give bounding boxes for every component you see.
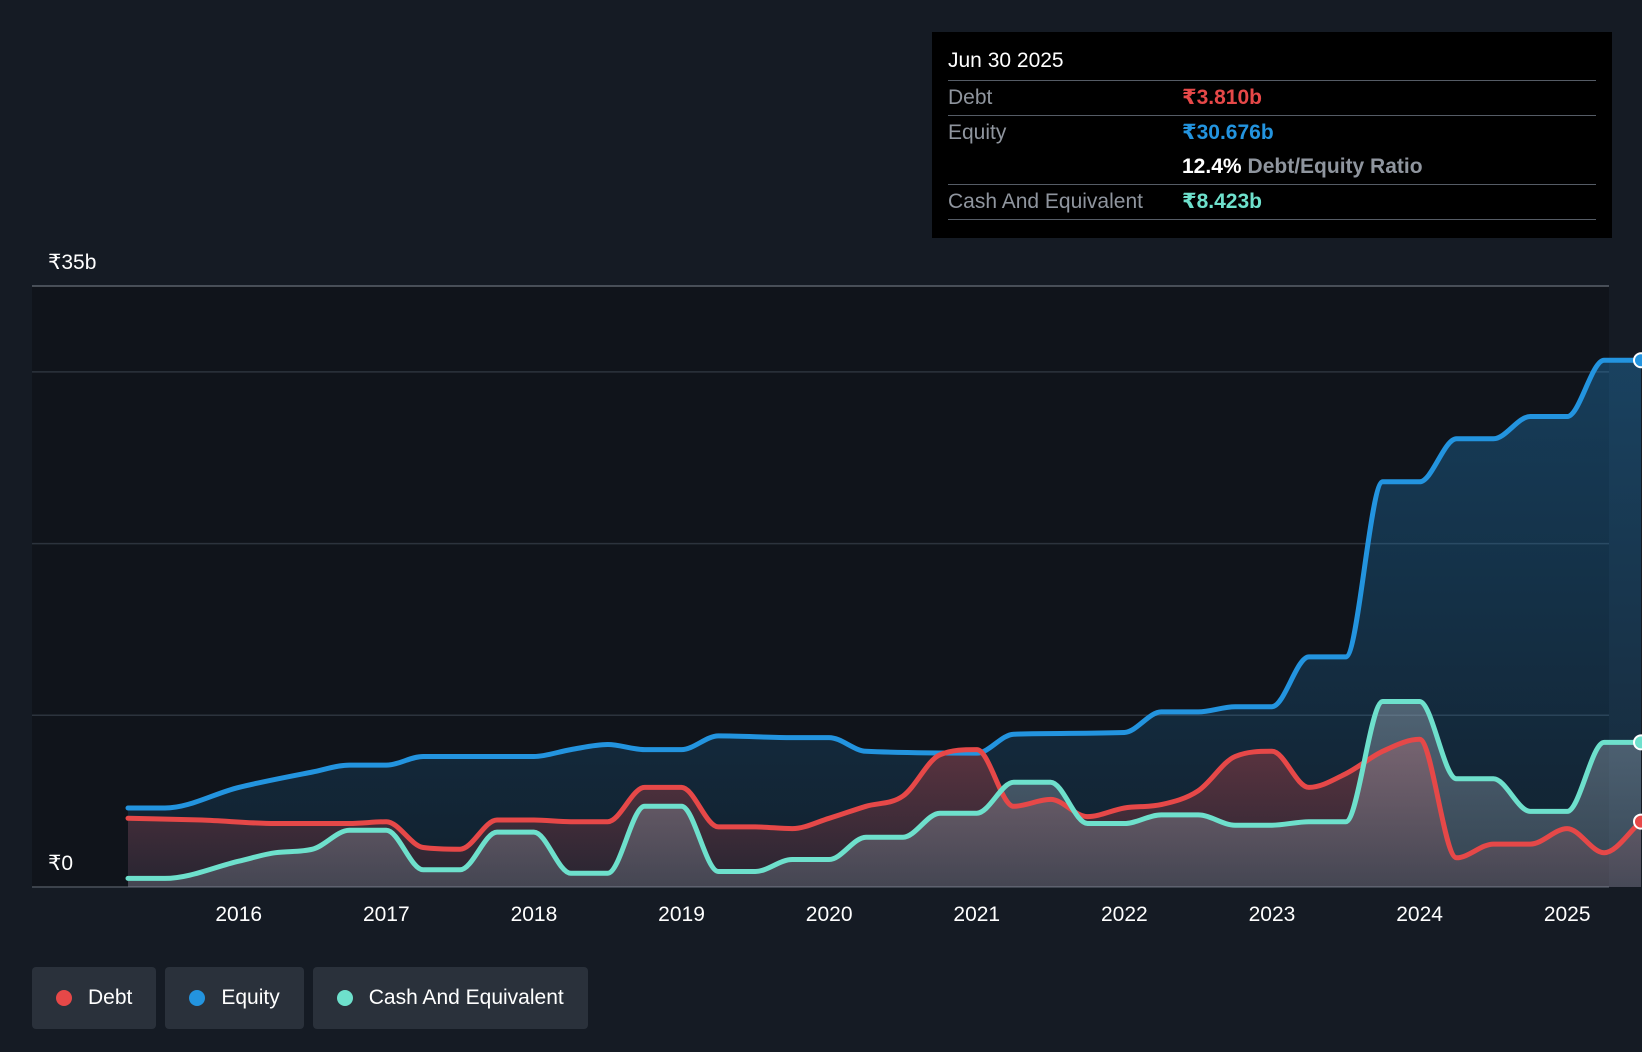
x-tick-label-2020: 2020 [806, 903, 853, 926]
line-cash-and-equivalent [125, 698, 1642, 881]
tooltip-ratio-value: 12.4% [1182, 155, 1242, 178]
line-debt [125, 736, 1642, 861]
tooltip-date: Jun 30 2025 [948, 46, 1596, 81]
legend-dot-equity [189, 990, 206, 1006]
tooltip-debt-label: Debt [948, 86, 993, 109]
x-tick-label-2016: 2016 [215, 903, 262, 926]
tooltip-cash-row: Cash And Equivalent ₹8.423b [948, 185, 1596, 220]
end-point-debt [1633, 813, 1642, 830]
tooltip-debt-row: Debt ₹3.810b [948, 81, 1596, 116]
legend-item-equity[interactable]: Equity [165, 967, 304, 1029]
tooltip-cash-label: Cash And Equivalent [948, 190, 1143, 213]
tooltip-equity-label: Equity [948, 121, 1007, 144]
x-tick-label-2025: 2025 [1544, 903, 1591, 926]
x-tick-label-2024: 2024 [1396, 903, 1443, 926]
x-tick-label-2021: 2021 [953, 903, 1000, 926]
x-tick-label-2023: 2023 [1249, 903, 1296, 926]
legend-item-cash[interactable]: Cash And Equivalent [312, 967, 588, 1029]
x-tick-label-2018: 2018 [511, 903, 558, 926]
x-tick-label-2022: 2022 [1101, 903, 1148, 926]
tooltip-debt-value: ₹3.810b [1182, 86, 1262, 109]
legend-label-cash: Cash And Equivalent [368, 986, 564, 1009]
end-point-equity [1633, 352, 1642, 369]
legend-dot-cash [336, 990, 353, 1006]
tooltip-equity-value: ₹30.676b [1182, 121, 1274, 144]
x-tick-label-2019: 2019 [658, 903, 705, 926]
legend-item-debt[interactable]: Debt [32, 967, 157, 1029]
tooltip-cash-value: ₹8.423b [1182, 190, 1262, 213]
y-tick-label-zero: ₹0 [48, 852, 73, 875]
end-point-cash-and-equivalent [1633, 734, 1642, 751]
legend-label-debt: Debt [88, 986, 133, 1009]
tooltip-ratio-row: 12.4% Debt/Equity Ratio [948, 150, 1596, 185]
tooltip-panel: Jun 30 2025 Debt ₹3.810b Equity ₹30.676b… [932, 32, 1612, 238]
legend-dot-debt [56, 990, 72, 1006]
tooltip-ratio-label: Debt/Equity Ratio [1247, 155, 1423, 178]
tooltip-equity-row: Equity ₹30.676b [948, 116, 1596, 150]
legend-label-equity: Equity [221, 986, 280, 1009]
y-tick-label-max: ₹35b [48, 251, 96, 274]
legend: Debt Equity Cash And Equivalent [32, 967, 588, 1029]
x-tick-label-2017: 2017 [363, 903, 410, 926]
area-cash-and-equivalent [128, 701, 1641, 887]
